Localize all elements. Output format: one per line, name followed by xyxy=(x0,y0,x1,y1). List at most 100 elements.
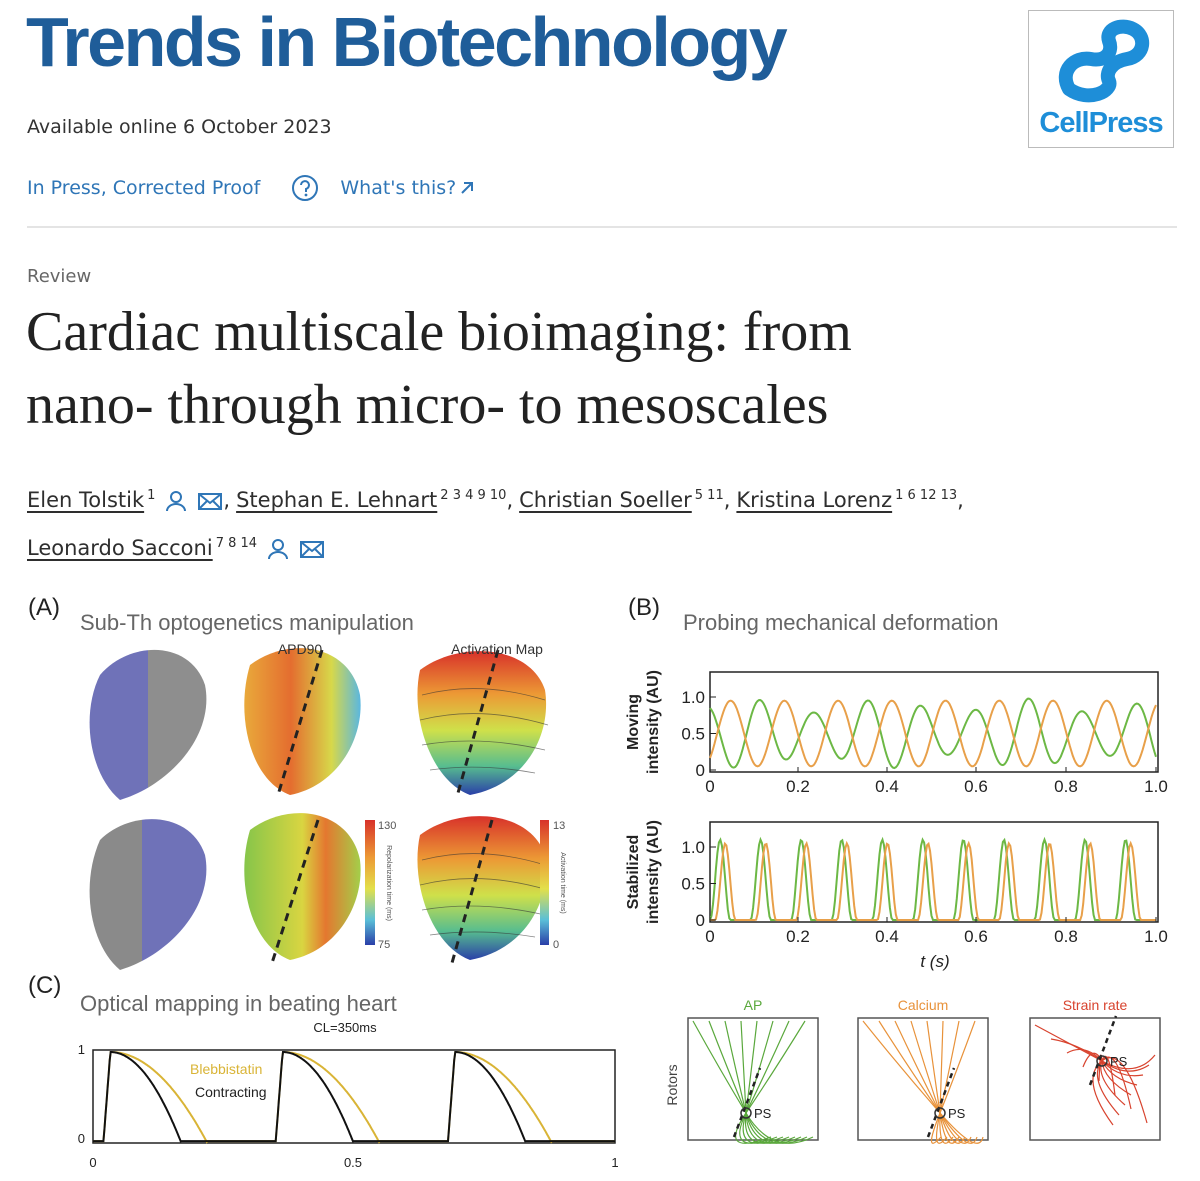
figure-text: intensity (AU) xyxy=(645,670,662,774)
author-name[interactable]: Christian Soeller xyxy=(519,488,692,512)
figure-text: Stabilized xyxy=(625,835,642,910)
figure-text: intensity (AU) xyxy=(645,820,662,924)
author: Leonardo Sacconi 7 8 14 xyxy=(27,536,325,560)
figure-text: 0 xyxy=(78,1131,85,1146)
streamline xyxy=(1034,1024,1156,1070)
figure-text: 0.2 xyxy=(786,777,810,796)
figure-text: 0 xyxy=(89,1155,96,1170)
streamline xyxy=(1092,1057,1148,1126)
help[interactable]: What's this? xyxy=(290,173,478,203)
separator: , xyxy=(223,488,231,512)
figure-text: Strain rate xyxy=(1063,997,1128,1013)
article-type: Review xyxy=(27,266,92,287)
figure-text: 0.2 xyxy=(786,927,810,946)
person-icon[interactable] xyxy=(267,537,289,561)
affiliations: 7 8 14 xyxy=(215,536,258,551)
figure-text: 130 xyxy=(378,820,396,832)
figure-text: 0.5 xyxy=(681,725,705,744)
figure-text: Activation Map xyxy=(451,641,543,657)
figure-text: Contracting xyxy=(195,1084,267,1100)
external-icon xyxy=(461,182,474,194)
trace xyxy=(93,1051,615,1143)
figure-text: 1.0 xyxy=(681,838,705,857)
figure-text: Blebbistatin xyxy=(190,1061,262,1077)
affiliations: 2 3 4 9 10 xyxy=(440,488,507,503)
separator: , xyxy=(506,488,514,512)
heart-images xyxy=(89,648,549,970)
streamline xyxy=(692,1020,814,1144)
streamline xyxy=(735,1020,806,1144)
trace xyxy=(709,699,1157,768)
streamline xyxy=(930,1020,976,1144)
author: Elen Tolstik 1, xyxy=(27,488,236,512)
figure-text: Moving xyxy=(625,694,642,750)
trace xyxy=(710,840,1156,921)
plot-frames xyxy=(92,671,1161,1144)
figure-text: 0.8 xyxy=(1054,777,1078,796)
ps-arrow xyxy=(732,1067,762,1138)
figure-text: 75 xyxy=(378,939,390,951)
separator: , xyxy=(723,488,731,512)
figure-text: APD90 xyxy=(278,641,323,657)
figure-text: AP xyxy=(744,997,763,1013)
figure-text: (C) xyxy=(28,972,61,999)
figure-text: 0 xyxy=(696,761,705,780)
author-name[interactable]: Leonardo Sacconi xyxy=(27,536,213,560)
ps-point xyxy=(740,1107,752,1119)
figure-text: 0.8 xyxy=(1054,927,1078,946)
separator: , xyxy=(957,488,964,512)
publisher-logo[interactable]: CellPress xyxy=(1028,10,1174,148)
logo-text: CellPress xyxy=(1039,107,1163,139)
author-name[interactable]: Elen Tolstik xyxy=(27,488,145,512)
article-title: Cardiac multiscale bioimaging: from nano… xyxy=(26,296,852,442)
figure-text: 0.6 xyxy=(964,777,988,796)
ps-point xyxy=(1096,1055,1108,1067)
figure-text: Activation time (ms) xyxy=(559,852,566,913)
help-link[interactable]: What's this? xyxy=(340,177,457,199)
figure-text: 0.5 xyxy=(344,1155,362,1170)
ps-arrow xyxy=(1088,1015,1118,1086)
figure-text: Sub-Th optogenetics manipulation xyxy=(80,610,414,635)
figure-text: 1 xyxy=(78,1042,85,1057)
author: Christian Soeller 5 11, xyxy=(519,488,736,512)
figure-text: 0 xyxy=(705,777,714,796)
figure-text: 0.4 xyxy=(875,927,899,946)
figure-text: Optical mapping in beating heart xyxy=(80,991,397,1016)
title-line: Cardiac multiscale bioimaging: from xyxy=(26,301,852,363)
figure-text: Probing mechanical deformation xyxy=(683,610,999,635)
journal-name[interactable]: Trends in Biotechnology xyxy=(26,3,788,81)
title-line: nano- through micro- to mesoscales xyxy=(26,374,829,436)
mail-icon[interactable] xyxy=(197,489,223,513)
figure-text: PS xyxy=(948,1106,966,1121)
author-name[interactable]: Kristina Lorenz xyxy=(736,488,893,512)
status[interactable]: In Press, Corrected Proof xyxy=(27,177,261,199)
figure-text: t (s) xyxy=(920,952,949,971)
curves xyxy=(93,697,1157,1144)
streamline xyxy=(862,1020,984,1144)
mail-icon[interactable] xyxy=(299,537,325,561)
streamline xyxy=(742,1020,784,1144)
author-list: Elen Tolstik 1, Stephan E. Lehnart 2 3 4 9 … xyxy=(27,474,1197,570)
affiliations: 5 11 xyxy=(694,488,724,503)
logo-icon xyxy=(1058,19,1149,103)
streamline xyxy=(739,1020,790,1144)
figure-text: 13 xyxy=(553,820,565,832)
figure-text: Rotors xyxy=(664,1064,680,1105)
availability: Available online 6 October 2023 xyxy=(27,116,332,138)
figure-text: 1.0 xyxy=(1144,777,1168,796)
person-icon[interactable] xyxy=(165,489,187,513)
affiliations: 1 6 12 13 xyxy=(895,488,958,503)
figure-text: PS xyxy=(1110,1054,1128,1069)
figure-text: CL=350ms xyxy=(313,1020,377,1035)
figure-text: Calcium xyxy=(898,997,949,1013)
figure: (A) Sub-Th optogenetics manipulation APD90… xyxy=(28,594,1168,1170)
figure-text: 0.5 xyxy=(681,875,705,894)
figure-text: Repolarization time (ms) xyxy=(385,845,392,921)
streamline xyxy=(724,1020,802,1144)
figure-text: (B) xyxy=(628,594,660,621)
figure-text: 0.4 xyxy=(875,777,899,796)
status-row: In Press, Corrected Proof What's this? xyxy=(27,173,478,203)
ps-arrow xyxy=(926,1067,956,1138)
author-name[interactable]: Stephan E. Lehnart xyxy=(236,488,438,512)
